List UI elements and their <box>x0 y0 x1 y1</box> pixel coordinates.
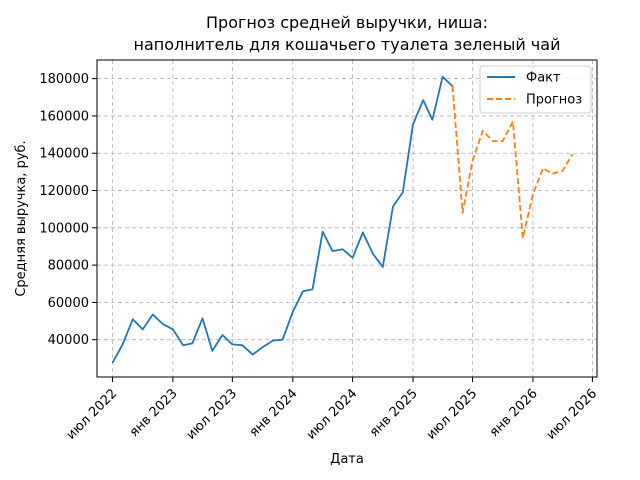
x-tick-label: янв 2023 <box>127 386 181 440</box>
series-lines <box>111 75 574 364</box>
x-tick-label: янв 2026 <box>487 386 541 440</box>
y-tick-label: 60000 <box>48 296 89 311</box>
x-tick-label: июл 2023 <box>184 386 241 443</box>
x-tick-label: июл 2026 <box>544 386 601 443</box>
y-tick-label: 120000 <box>39 184 89 199</box>
x-tick-label: июл 2025 <box>424 386 481 443</box>
chart-title-line-2: наполнитель для кошачьего туалета зелены… <box>134 35 561 54</box>
x-tick-label: янв 2025 <box>367 386 421 440</box>
series-line-fact <box>111 75 454 364</box>
chart-title-line-1: Прогноз средней выручки, ниша: <box>206 13 488 32</box>
y-tick-label: 140000 <box>39 147 89 162</box>
y-tick-label: 80000 <box>48 259 89 274</box>
plot-frame <box>96 59 598 378</box>
legend: Факт Прогноз <box>479 65 592 114</box>
x-axis-label: Дата <box>330 452 364 467</box>
y-tick-label: 40000 <box>48 333 89 348</box>
x-tick-label: июл 2022 <box>64 386 121 443</box>
legend-label-fact: Факт <box>526 71 561 86</box>
y-tick-label: 160000 <box>39 109 89 124</box>
x-tick-label: июл 2024 <box>304 386 361 443</box>
axes: 40000 60000 80000 100000 120000 140000 160000 1… <box>39 72 600 443</box>
y-tick-label: 100000 <box>39 221 89 236</box>
y-axis-label: Средняя выручка, руб. <box>14 140 29 296</box>
x-tick-label: янв 2024 <box>247 386 301 440</box>
series-line-forecast <box>451 86 574 240</box>
legend-label-forecast: Прогноз <box>526 93 582 108</box>
y-tick-label: 180000 <box>39 72 89 87</box>
